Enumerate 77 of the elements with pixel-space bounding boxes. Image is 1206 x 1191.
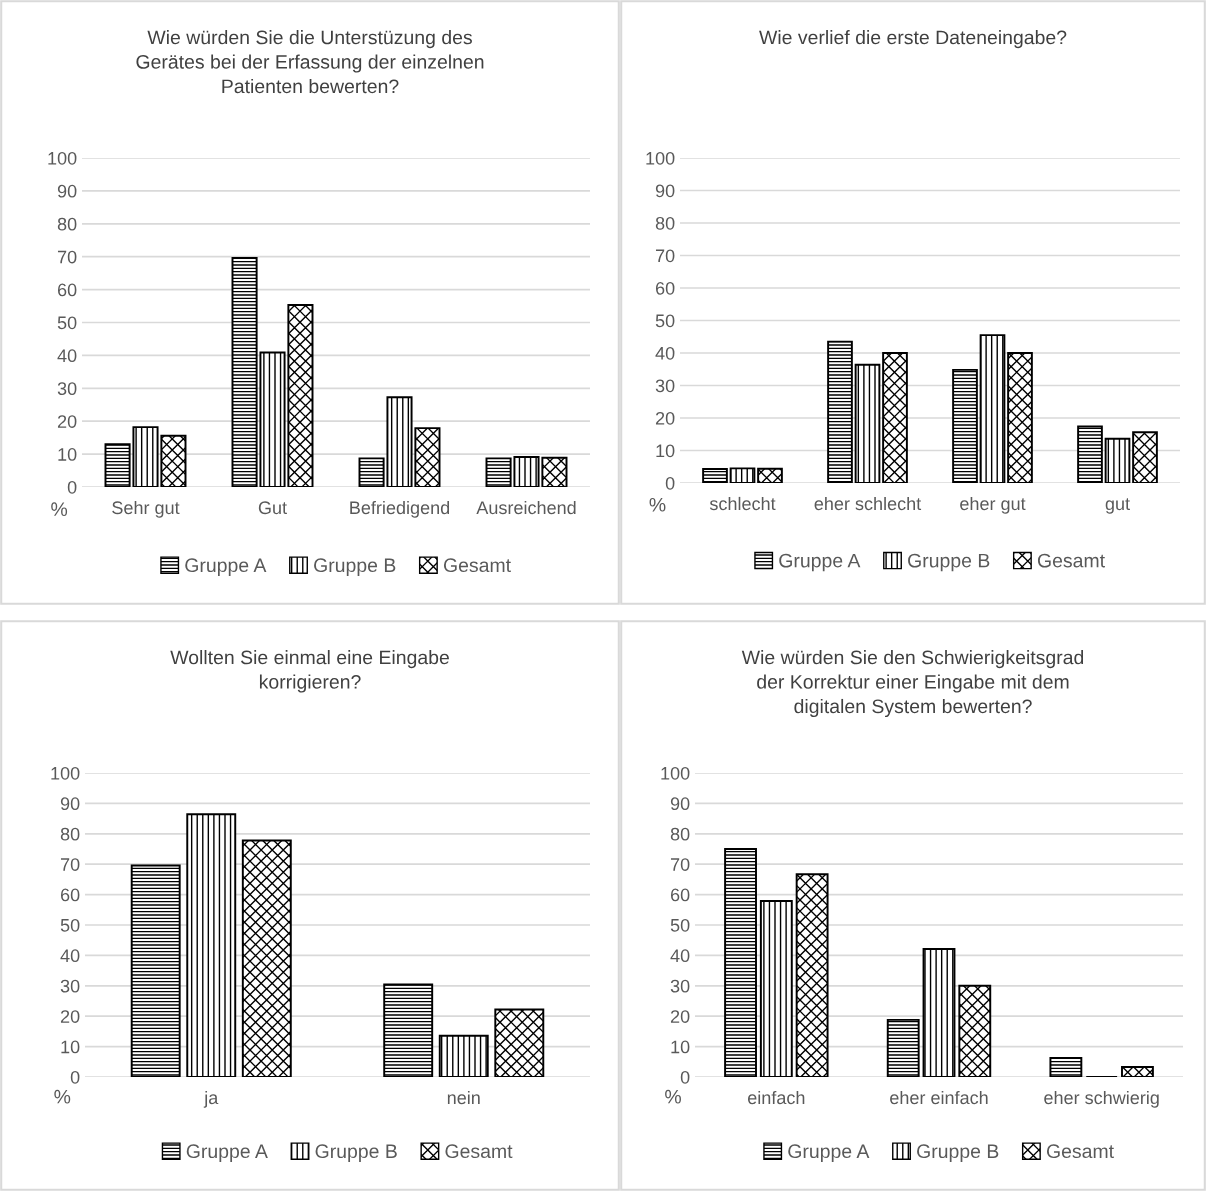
chart-title: Wollten Sie einmal eine Eingabe korrigieren? — [170, 650, 449, 693]
x-tick-label: eher schlecht — [814, 496, 922, 511]
x-tick-label: Ausreichend — [476, 500, 576, 515]
y-tick-label: 10 — [671, 1040, 690, 1054]
legend-label: Gesamt — [1046, 1144, 1114, 1159]
legend-label: Gruppe A — [186, 1144, 268, 1162]
y-tick-label: 0 — [70, 1070, 80, 1084]
y-tick-label: 10 — [61, 1040, 80, 1054]
y-tick-label: 10 — [656, 444, 675, 458]
y-tick-label: 40 — [670, 949, 690, 963]
y-tick-label: 50 — [60, 918, 80, 932]
y-tick-label: 40 — [57, 349, 77, 363]
y-tick-label: 50 — [655, 314, 675, 328]
chart-title: Wie würden Sie den Schwierigkeitsgrad der Korrektur einer Eingabe mit dem digitalen System bewerten? — [741, 650, 1084, 718]
y-tick-label: 0 — [665, 476, 675, 490]
y-tick-label: 60 — [655, 281, 675, 295]
y-tick-label: 20 — [60, 1010, 80, 1023]
legend-label: Gruppe A — [779, 553, 861, 572]
y-tick-label: 30 — [670, 979, 690, 993]
y-tick-label: 20 — [57, 415, 77, 428]
x-tick-label: Sehr gut — [112, 500, 180, 518]
legend-label: Gruppe A — [185, 558, 267, 576]
legend-label: Gruppe B — [917, 1144, 999, 1162]
legend-label: Gruppe B — [908, 553, 990, 572]
y-tick-label: 50 — [57, 316, 77, 330]
legend-label: Gesamt — [445, 1144, 513, 1159]
y-tick-label: 80 — [670, 827, 690, 841]
y-axis-title: % — [51, 502, 68, 516]
y-tick-label: 20 — [670, 1010, 690, 1023]
x-tick-label: einfach — [747, 1090, 805, 1105]
legend-label: Gruppe B — [314, 558, 396, 576]
x-tick-label: nein — [447, 1090, 480, 1105]
y-tick-label: 10 — [58, 448, 77, 461]
y-tick-label: 60 — [670, 888, 690, 902]
chart-title: Wie verlief die erste Dateneingabe? — [759, 30, 1067, 49]
y-tick-label: 100 — [48, 151, 77, 165]
x-tick-label: gut — [1105, 498, 1130, 514]
x-tick-label: eher gut — [960, 496, 1026, 514]
y-axis-title: % — [649, 497, 666, 512]
y-tick-label: 90 — [655, 184, 675, 198]
y-tick-label: 90 — [57, 184, 77, 198]
y-tick-label: 90 — [60, 797, 80, 811]
y-tick-label: 80 — [57, 217, 77, 231]
y-axis-title: % — [54, 1089, 71, 1104]
y-tick-label: 100 — [51, 766, 80, 780]
x-tick-label: ja — [203, 1090, 219, 1108]
y-tick-label: 90 — [670, 797, 690, 811]
legend-label: Gruppe B — [315, 1144, 397, 1162]
y-tick-label: 100 — [661, 766, 690, 780]
y-tick-label: 30 — [60, 979, 80, 993]
y-tick-label: 50 — [670, 918, 690, 932]
x-tick-label: schlecht — [709, 496, 776, 511]
y-tick-label: 20 — [655, 411, 675, 425]
x-tick-label: eher einfach — [890, 1090, 988, 1105]
y-tick-label: 70 — [670, 858, 690, 871]
y-tick-label: 0 — [680, 1070, 690, 1084]
y-tick-label: 0 — [67, 480, 77, 494]
y-tick-label: 30 — [655, 379, 675, 393]
x-tick-label: Befriedigend — [350, 500, 450, 518]
chart-title: Wie würden Sie die Unterstüzung des Gerätes bei der Erfassung der einzelnen Patienten bewerten? — [136, 30, 484, 94]
legend-label: Gruppe A — [788, 1144, 870, 1162]
y-tick-label: 60 — [57, 283, 77, 297]
y-tick-label: 80 — [655, 216, 675, 230]
x-tick-label: eher schwierig — [1044, 1090, 1159, 1108]
y-tick-label: 40 — [60, 949, 80, 963]
y-tick-label: 70 — [57, 250, 77, 264]
y-tick-label: 70 — [655, 249, 675, 263]
y-tick-label: 80 — [60, 827, 80, 841]
y-axis-title: % — [665, 1089, 681, 1104]
y-tick-label: 70 — [60, 858, 80, 871]
legend-label: Gesamt — [1037, 553, 1105, 568]
x-tick-label: Gut — [258, 501, 287, 515]
y-tick-label: 100 — [646, 151, 675, 165]
legend-label: Gesamt — [443, 558, 511, 573]
y-tick-label: 30 — [57, 382, 77, 396]
y-tick-label: 40 — [655, 346, 675, 360]
y-tick-label: 60 — [60, 888, 80, 902]
